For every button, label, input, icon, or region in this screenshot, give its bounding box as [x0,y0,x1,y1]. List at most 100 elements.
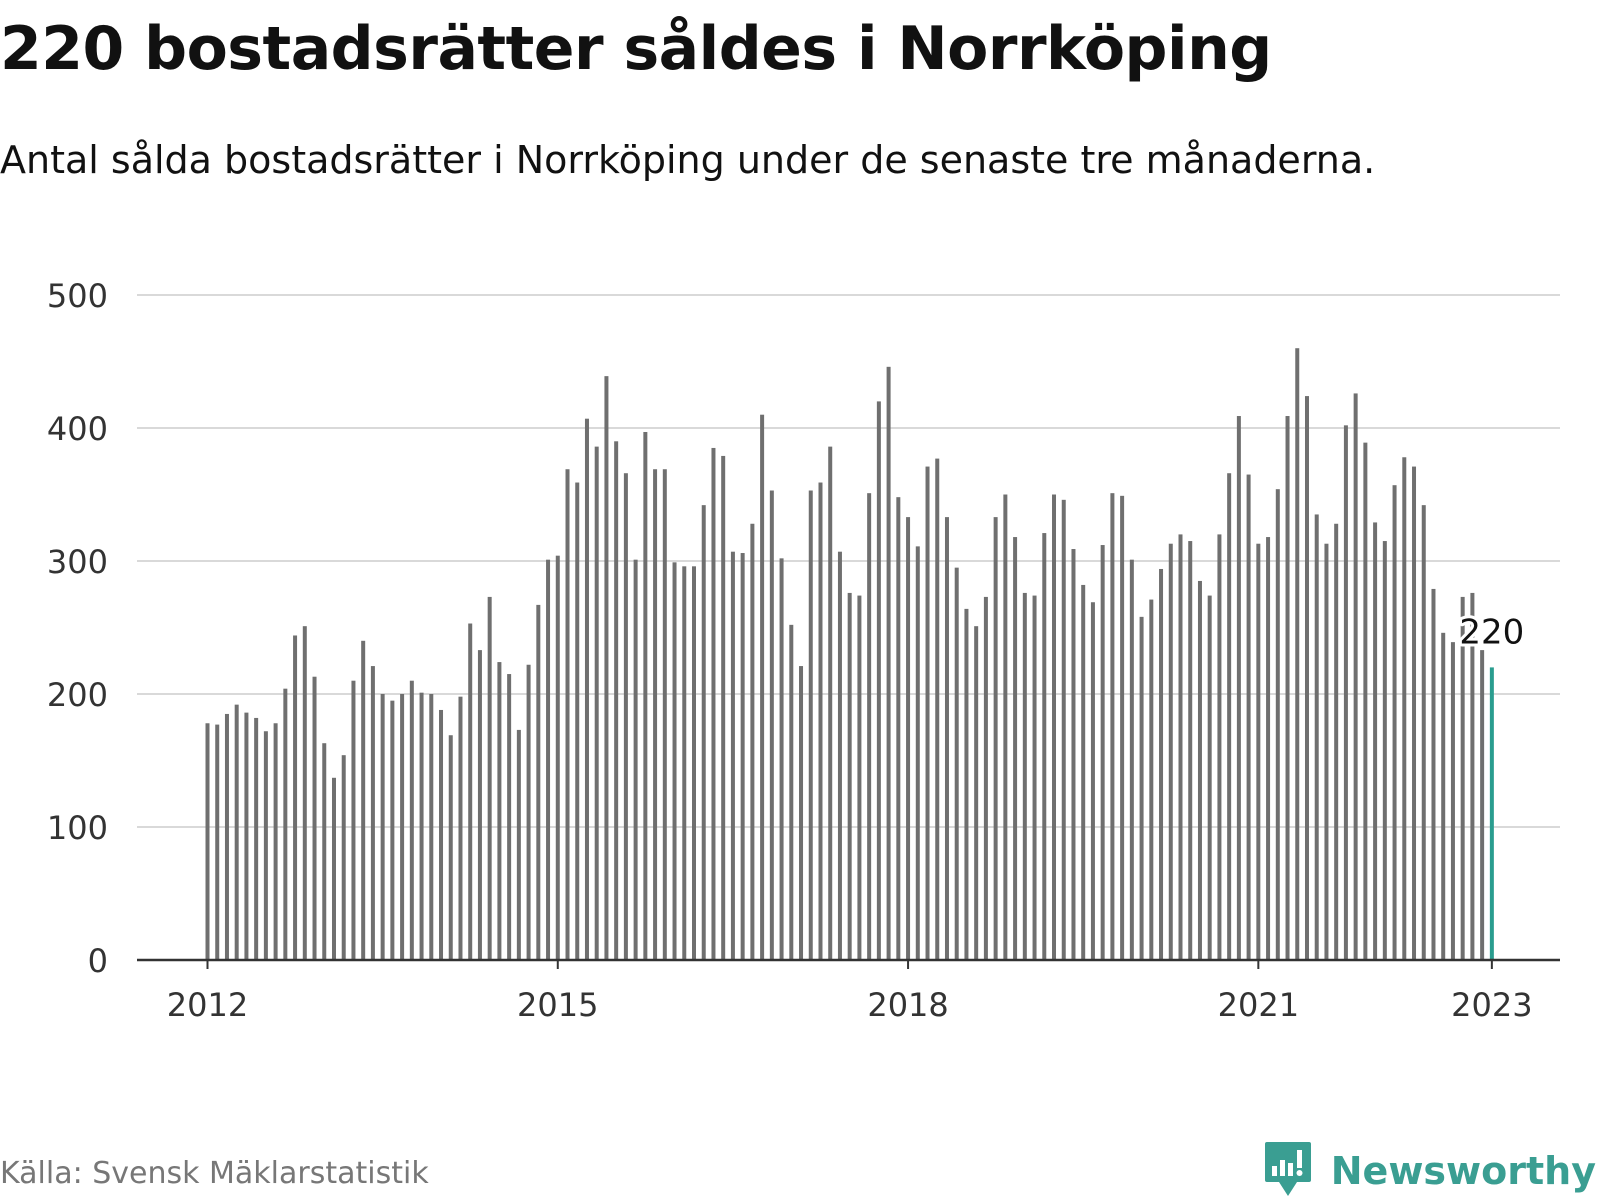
bar [1061,499,1066,960]
y-tick-label: 500 [47,277,108,315]
bar [263,731,268,960]
bar [400,694,405,960]
bar [1421,505,1426,960]
bar [1353,393,1358,960]
x-tick-label: 2021 [1218,986,1299,1024]
bar [653,469,658,960]
bar [536,604,541,960]
bar [1149,599,1154,960]
bar [993,517,998,960]
bar [1217,534,1222,960]
bar [614,441,619,960]
bar [867,493,872,960]
bar [546,559,551,960]
bar [1227,473,1232,960]
x-tick-label: 2015 [517,986,598,1024]
bar [1324,543,1329,960]
bar [974,626,979,960]
bar [1450,642,1455,960]
bar [1071,549,1076,960]
bar [1159,568,1164,960]
bar [1314,514,1319,960]
bar [293,635,298,960]
bar [701,505,706,960]
bar [886,366,891,960]
bar [516,729,521,960]
bar [234,704,239,960]
bar [779,558,784,960]
bar [1392,485,1397,960]
bar [760,414,765,960]
bar [944,517,949,960]
bar [857,595,862,960]
bar [351,680,356,960]
bar [205,723,210,960]
bar [837,551,842,960]
bar [1363,442,1368,960]
bar [1266,537,1271,960]
bar [672,562,677,960]
highlight-label-halo: 220 [1459,612,1524,652]
bar [1139,616,1144,960]
bar [906,517,911,960]
bar [477,650,482,960]
bar [273,723,278,960]
bar [1197,580,1202,960]
bar [711,447,716,960]
bar [1207,595,1212,960]
bar [1022,592,1027,960]
bar [1480,650,1485,960]
bar [497,662,502,960]
bar [789,624,794,960]
bar [361,640,366,960]
bar [828,446,833,960]
newsworthy-logo-icon [1263,1140,1313,1202]
bar [341,755,346,960]
bar [312,676,317,960]
bar [1431,588,1436,960]
bar [682,566,687,960]
bar [1373,522,1378,960]
bar [1052,494,1057,960]
bar [555,555,560,960]
bar [1003,494,1008,960]
chart-title: 220 bostadsrätter såldes i Norrköping [0,14,1272,84]
bar [769,490,774,960]
bar [370,666,375,960]
bar [254,717,259,960]
bar [662,469,667,960]
bar [1470,592,1475,960]
bar [526,664,531,960]
bar [1285,416,1290,960]
bar [876,401,881,960]
bar [1382,541,1387,960]
bar [633,559,638,960]
bar [429,694,434,960]
bar [1188,541,1193,960]
bar [1168,543,1173,960]
bar [1256,543,1261,960]
bar [458,696,463,960]
bar [1275,489,1280,960]
bar [1042,533,1047,960]
bar [439,709,444,960]
bar [322,743,327,960]
brand-name: Newsworthy [1330,1149,1596,1193]
bar [808,490,813,960]
bar [604,376,609,960]
bar [1032,595,1037,960]
bar [1304,396,1309,961]
bar [818,482,823,960]
bar [565,469,570,960]
bar [1295,348,1300,960]
bar [331,777,336,960]
bar [1412,466,1417,960]
bar [448,735,453,960]
bar-highlight [1489,667,1494,960]
bar [215,724,220,960]
bar [799,666,804,960]
bar [584,418,589,960]
bar [1343,425,1348,961]
y-tick-label: 400 [47,410,108,448]
y-tick-label: 200 [47,676,108,714]
